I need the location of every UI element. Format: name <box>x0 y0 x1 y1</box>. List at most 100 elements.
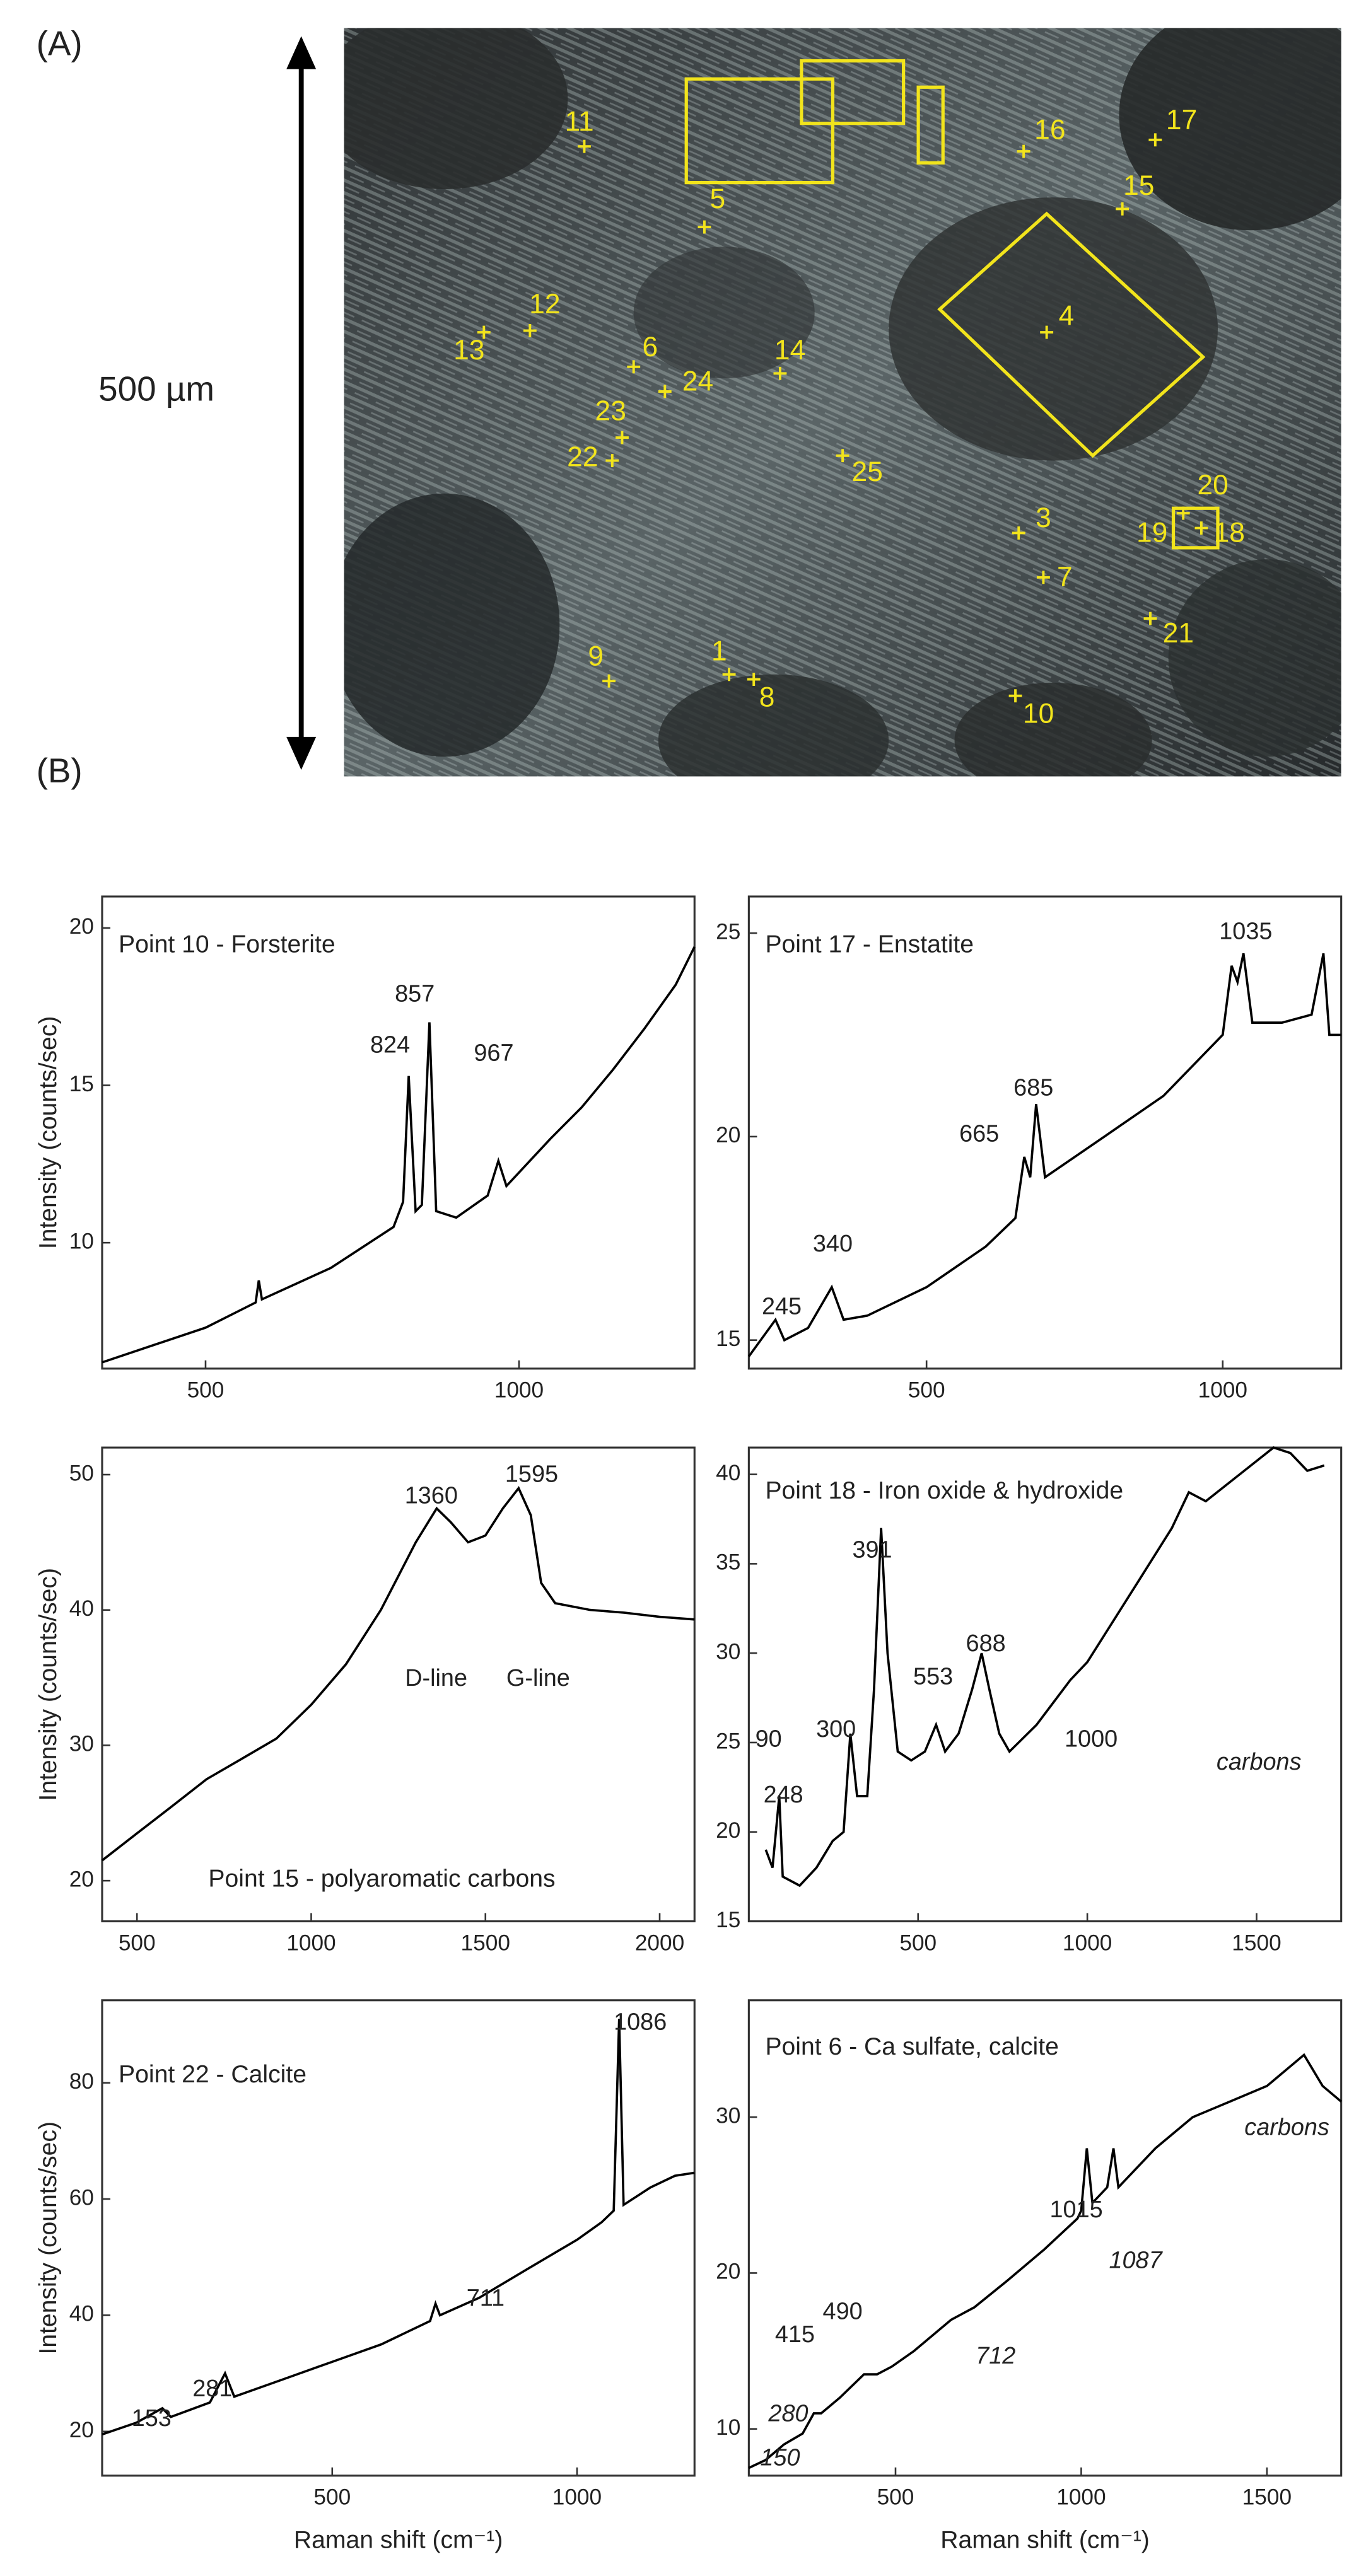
point-label: 10 <box>1023 699 1054 729</box>
point-cross <box>773 366 787 380</box>
y-tick-label: 15 <box>69 1072 94 1096</box>
y-tick-label: 50 <box>69 1461 94 1485</box>
peak-label: 490 <box>823 2299 863 2325</box>
point-label: 13 <box>453 335 484 366</box>
peak-label: 824 <box>370 1031 410 1058</box>
spectrum-line <box>764 1446 1325 1888</box>
point-label: 18 <box>1214 518 1245 548</box>
x-tick-label: 500 <box>187 1378 225 1403</box>
panel-label: (B) <box>37 751 83 790</box>
point-label: 21 <box>1163 618 1194 649</box>
x-tick-label: 1000 <box>552 2485 602 2510</box>
point-label: 9 <box>588 641 604 671</box>
chart-title: Point 18 - Iron oxide & hydroxide <box>765 1477 1123 1504</box>
point-cross <box>605 454 619 468</box>
y-tick-label: 25 <box>716 1729 740 1753</box>
peak-label: 665 <box>959 1120 999 1147</box>
point-cross <box>1008 689 1022 703</box>
peak-label: 553 <box>913 1663 953 1690</box>
point-label: 8 <box>759 682 775 713</box>
point-cross <box>523 324 537 337</box>
y-tick-label: 10 <box>716 2415 740 2440</box>
x-tick-label: 2000 <box>635 1930 684 1955</box>
point-label: 16 <box>1034 114 1065 145</box>
y-tick-label: 35 <box>716 1550 740 1575</box>
peak-label: 1015 <box>1050 2196 1103 2223</box>
peak-label: carbons <box>1244 2114 1329 2140</box>
peak-label: 340 <box>813 1231 853 1257</box>
peak-label: 1035 <box>1219 918 1272 944</box>
x-tick-label: 500 <box>313 2485 351 2510</box>
y-tick-label: 20 <box>716 1818 740 1843</box>
peak-label: 248 <box>764 1782 803 1808</box>
x-tick-label: 1000 <box>1063 1930 1112 1955</box>
peak-label: 245 <box>762 1293 802 1320</box>
point-cross <box>836 449 849 463</box>
y-tick-label: 40 <box>716 1461 740 1485</box>
point-cross <box>477 325 491 339</box>
peak-label: 153 <box>132 2405 172 2432</box>
roi-boxes <box>684 59 1220 550</box>
spectrum-line <box>748 2053 1342 2469</box>
x-tick-label: 1000 <box>1198 1378 1247 1403</box>
y-tick-label: 60 <box>69 2185 94 2210</box>
point-label: 4 <box>1059 300 1075 331</box>
peak-label: 150 <box>760 2445 800 2471</box>
micrograph <box>344 28 1341 777</box>
plot-frame <box>101 1999 696 2477</box>
point-cross <box>616 431 629 444</box>
peak-label: 685 <box>1013 1074 1053 1101</box>
y-tick-label: 20 <box>69 1867 94 1891</box>
peak-label: 1087 <box>1109 2248 1163 2274</box>
point-label: 12 <box>529 289 560 320</box>
y-tick-label: 80 <box>69 2069 94 2094</box>
y-tick-label: 40 <box>69 2302 94 2326</box>
x-tick-label: 1000 <box>494 1378 544 1403</box>
peak-label: D-line <box>405 1665 467 1691</box>
peak-label: 90 <box>756 1726 782 1753</box>
peak-label: 415 <box>775 2321 815 2348</box>
y-tick-label: 20 <box>716 2260 740 2284</box>
peak-label: 300 <box>816 1716 856 1743</box>
point-label: 24 <box>682 366 713 397</box>
point-cross <box>1148 133 1162 147</box>
y-tick-label: 10 <box>69 1229 94 1253</box>
peak-label: 1360 <box>405 1482 458 1509</box>
point-label: 22 <box>567 442 598 473</box>
y-tick-label: 20 <box>69 914 94 939</box>
y-tick-label: 20 <box>69 2418 94 2442</box>
x-tick-label: 500 <box>899 1930 937 1955</box>
y-tick-label: 30 <box>69 1732 94 1756</box>
y-axis-label: Intensity (counts/sec) <box>35 2121 62 2355</box>
point-label: 19 <box>1136 518 1167 548</box>
peak-label: 1086 <box>614 2009 667 2035</box>
point-cross <box>1194 521 1208 535</box>
spectrum-line <box>102 946 696 1364</box>
y-tick-label: 20 <box>716 1123 740 1147</box>
peak-label: carbons <box>1217 1749 1302 1775</box>
peak-label: 280 <box>768 2400 808 2427</box>
peak-label: 857 <box>395 981 435 1007</box>
point-label: 1 <box>711 636 727 667</box>
point-cross <box>658 385 672 398</box>
point-label: 25 <box>852 456 883 487</box>
scale-label: 500 µm <box>98 369 214 408</box>
point-label: 23 <box>595 396 626 427</box>
point-cross <box>1017 144 1030 158</box>
peak-label: 1000 <box>1065 1726 1118 1753</box>
peak-label: 967 <box>474 1040 513 1066</box>
point-cross <box>627 360 641 374</box>
y-axis-label: Intensity (counts/sec) <box>35 1016 62 1250</box>
point-cross <box>722 668 736 682</box>
y-tick-label: 15 <box>716 1908 740 1932</box>
chart-title: Point 10 - Forsterite <box>119 931 336 958</box>
chart-title: Point 15 - polyaromatic carbons <box>208 1865 555 1893</box>
peak-label: 1595 <box>505 1461 558 1487</box>
peak-label: 712 <box>976 2343 1015 2369</box>
peak-label: 391 <box>852 1536 892 1563</box>
spectrum-line <box>102 2019 695 2436</box>
peak-label: G-line <box>506 1665 570 1691</box>
plot-frame <box>747 1999 1343 2477</box>
plot-frame <box>747 895 1343 1370</box>
